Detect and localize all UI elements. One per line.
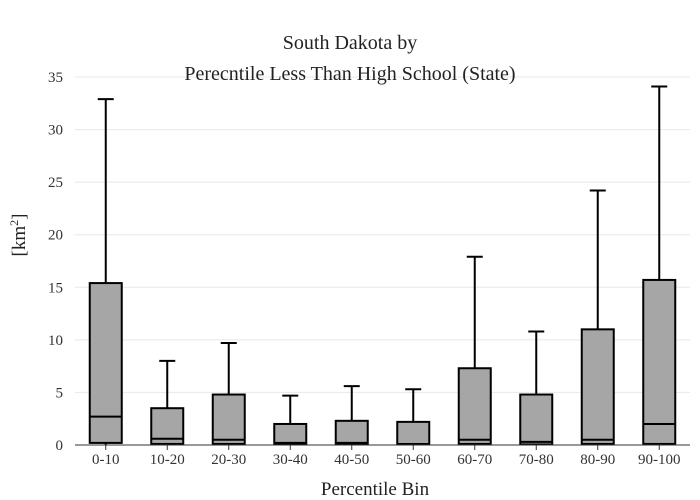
grid-lines <box>75 76 690 393</box>
iqr-box <box>396 420 431 446</box>
y-axis-title-close: ] <box>9 214 30 220</box>
iqr-box <box>457 367 492 445</box>
y-tick-label: 15 <box>48 280 63 296</box>
iqr-box <box>88 282 123 444</box>
x-tick-label: 90-100 <box>638 452 681 468</box>
x-tick-label: 30-40 <box>273 452 308 468</box>
box-40-50 <box>334 385 369 446</box>
x-tick-label: 0-10 <box>92 452 120 468</box>
x-tick-label: 80-90 <box>580 452 615 468</box>
x-tick-label: 70-80 <box>519 452 554 468</box>
x-tick-label: 10-20 <box>150 452 185 468</box>
box-0-10 <box>88 98 123 445</box>
y-tick-label: 10 <box>48 333 63 349</box>
iqr-box <box>273 422 308 446</box>
x-tick-label: 60-70 <box>457 452 492 468</box>
box-30-40 <box>273 394 308 446</box>
box-60-70 <box>457 255 492 445</box>
y-axis-ticks: 0 5 10 15 20 25 30 35 <box>48 70 63 454</box>
box-series <box>88 85 677 446</box>
y-tick-label: 35 <box>48 70 63 86</box>
box-50-60 <box>396 388 431 446</box>
iqr-box <box>334 419 369 446</box>
y-tick-label: 0 <box>56 438 64 454</box>
box-70-80 <box>519 330 554 446</box>
iqr-box <box>519 393 554 446</box>
y-axis-title-main: [km <box>9 226 30 257</box>
iqr-box <box>580 328 615 445</box>
x-axis-title: Percentile Bin <box>321 479 430 500</box>
y-tick-label: 25 <box>48 175 63 191</box>
y-tick-label: 20 <box>48 228 63 244</box>
x-tick-label: 20-30 <box>211 452 246 468</box>
chart-title-line1: South Dakota by <box>283 32 417 54</box>
box-10-20 <box>150 359 185 445</box>
iqr-box <box>642 278 677 445</box>
y-axis-title: [km2] <box>7 214 30 257</box>
y-axis-title-sup: 2 <box>7 220 21 226</box>
y-tick-label: 30 <box>48 123 63 139</box>
y-tick-label: 5 <box>56 385 64 401</box>
box-80-90 <box>580 189 615 445</box>
iqr-box <box>211 393 246 445</box>
box-90-100 <box>642 85 677 445</box>
x-tick-label: 40-50 <box>334 452 369 468</box>
x-tick-label: 50-60 <box>396 452 431 468</box>
chart-title-line2: Perecntile Less Than High School (State) <box>184 63 515 85</box>
box-20-30 <box>211 342 246 445</box>
x-axis-ticks: 0-10 10-20 20-30 30-40 40-50 50-60 60-70 70-80 8… <box>92 445 681 468</box>
